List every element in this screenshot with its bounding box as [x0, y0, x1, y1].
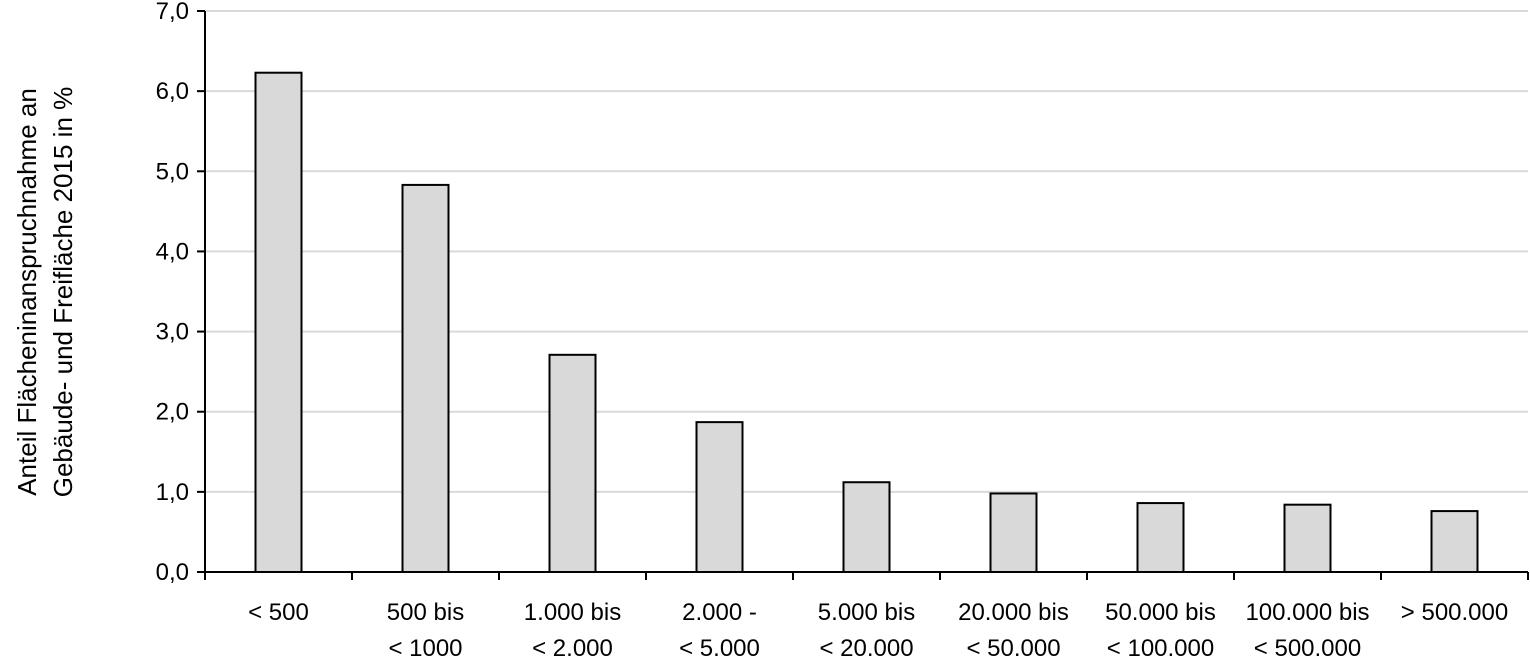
bar — [1283, 503, 1332, 573]
x-tick-label: 2.000 -< 5.000 — [679, 599, 760, 661]
y-tick-label: 4,0 — [156, 238, 189, 265]
x-tick-label: < 500 — [248, 599, 309, 626]
y-tick-label: 0,0 — [156, 559, 189, 586]
y-tick-label: 3,0 — [156, 319, 189, 346]
bar — [1136, 502, 1185, 574]
x-tick-label: 50.000 bis < 100.000 — [1105, 599, 1216, 661]
axes — [197, 10, 1529, 580]
bar — [401, 183, 450, 573]
x-tick-label: 1.000 bis < 2.000 — [524, 599, 621, 661]
x-tick-label: 5.000 bis < 20.000 — [818, 599, 915, 661]
bar — [989, 492, 1038, 573]
bar — [842, 481, 891, 573]
x-tick-labels: < 500 500 bis < 1000 1.000 bis < 2.000 2.000 … — [248, 599, 1508, 661]
y-axis-title: Anteil Flächeninanspruchnahme an Gebäude-… — [12, 87, 78, 498]
y-tick-label: 7,0 — [156, 0, 189, 25]
bar — [1430, 510, 1479, 574]
x-tick-label: > 500.000 — [1401, 599, 1508, 626]
x-tick-label: 100.000 bis < 500.000 — [1245, 599, 1369, 661]
y-axis-label: Anteil Flächeninanspruchnahme an Gebäude-… — [12, 87, 78, 498]
bar — [254, 71, 303, 574]
y-tick-label: 1,0 — [156, 479, 189, 506]
x-tick-label: 500 bis < 1000 — [387, 599, 464, 661]
y-tick-labels: 0,0 1,0 2,0 3,0 4,0 5,0 6,0 7,0 — [156, 0, 189, 586]
bar — [548, 353, 597, 574]
bars — [254, 71, 1479, 574]
y-tick-label: 5,0 — [156, 158, 189, 185]
y-tick-label: 6,0 — [156, 78, 189, 105]
y-tick-label: 2,0 — [156, 399, 189, 426]
bar — [695, 421, 744, 573]
x-tick-label: 20.000 bis < 50.000 — [958, 599, 1069, 661]
